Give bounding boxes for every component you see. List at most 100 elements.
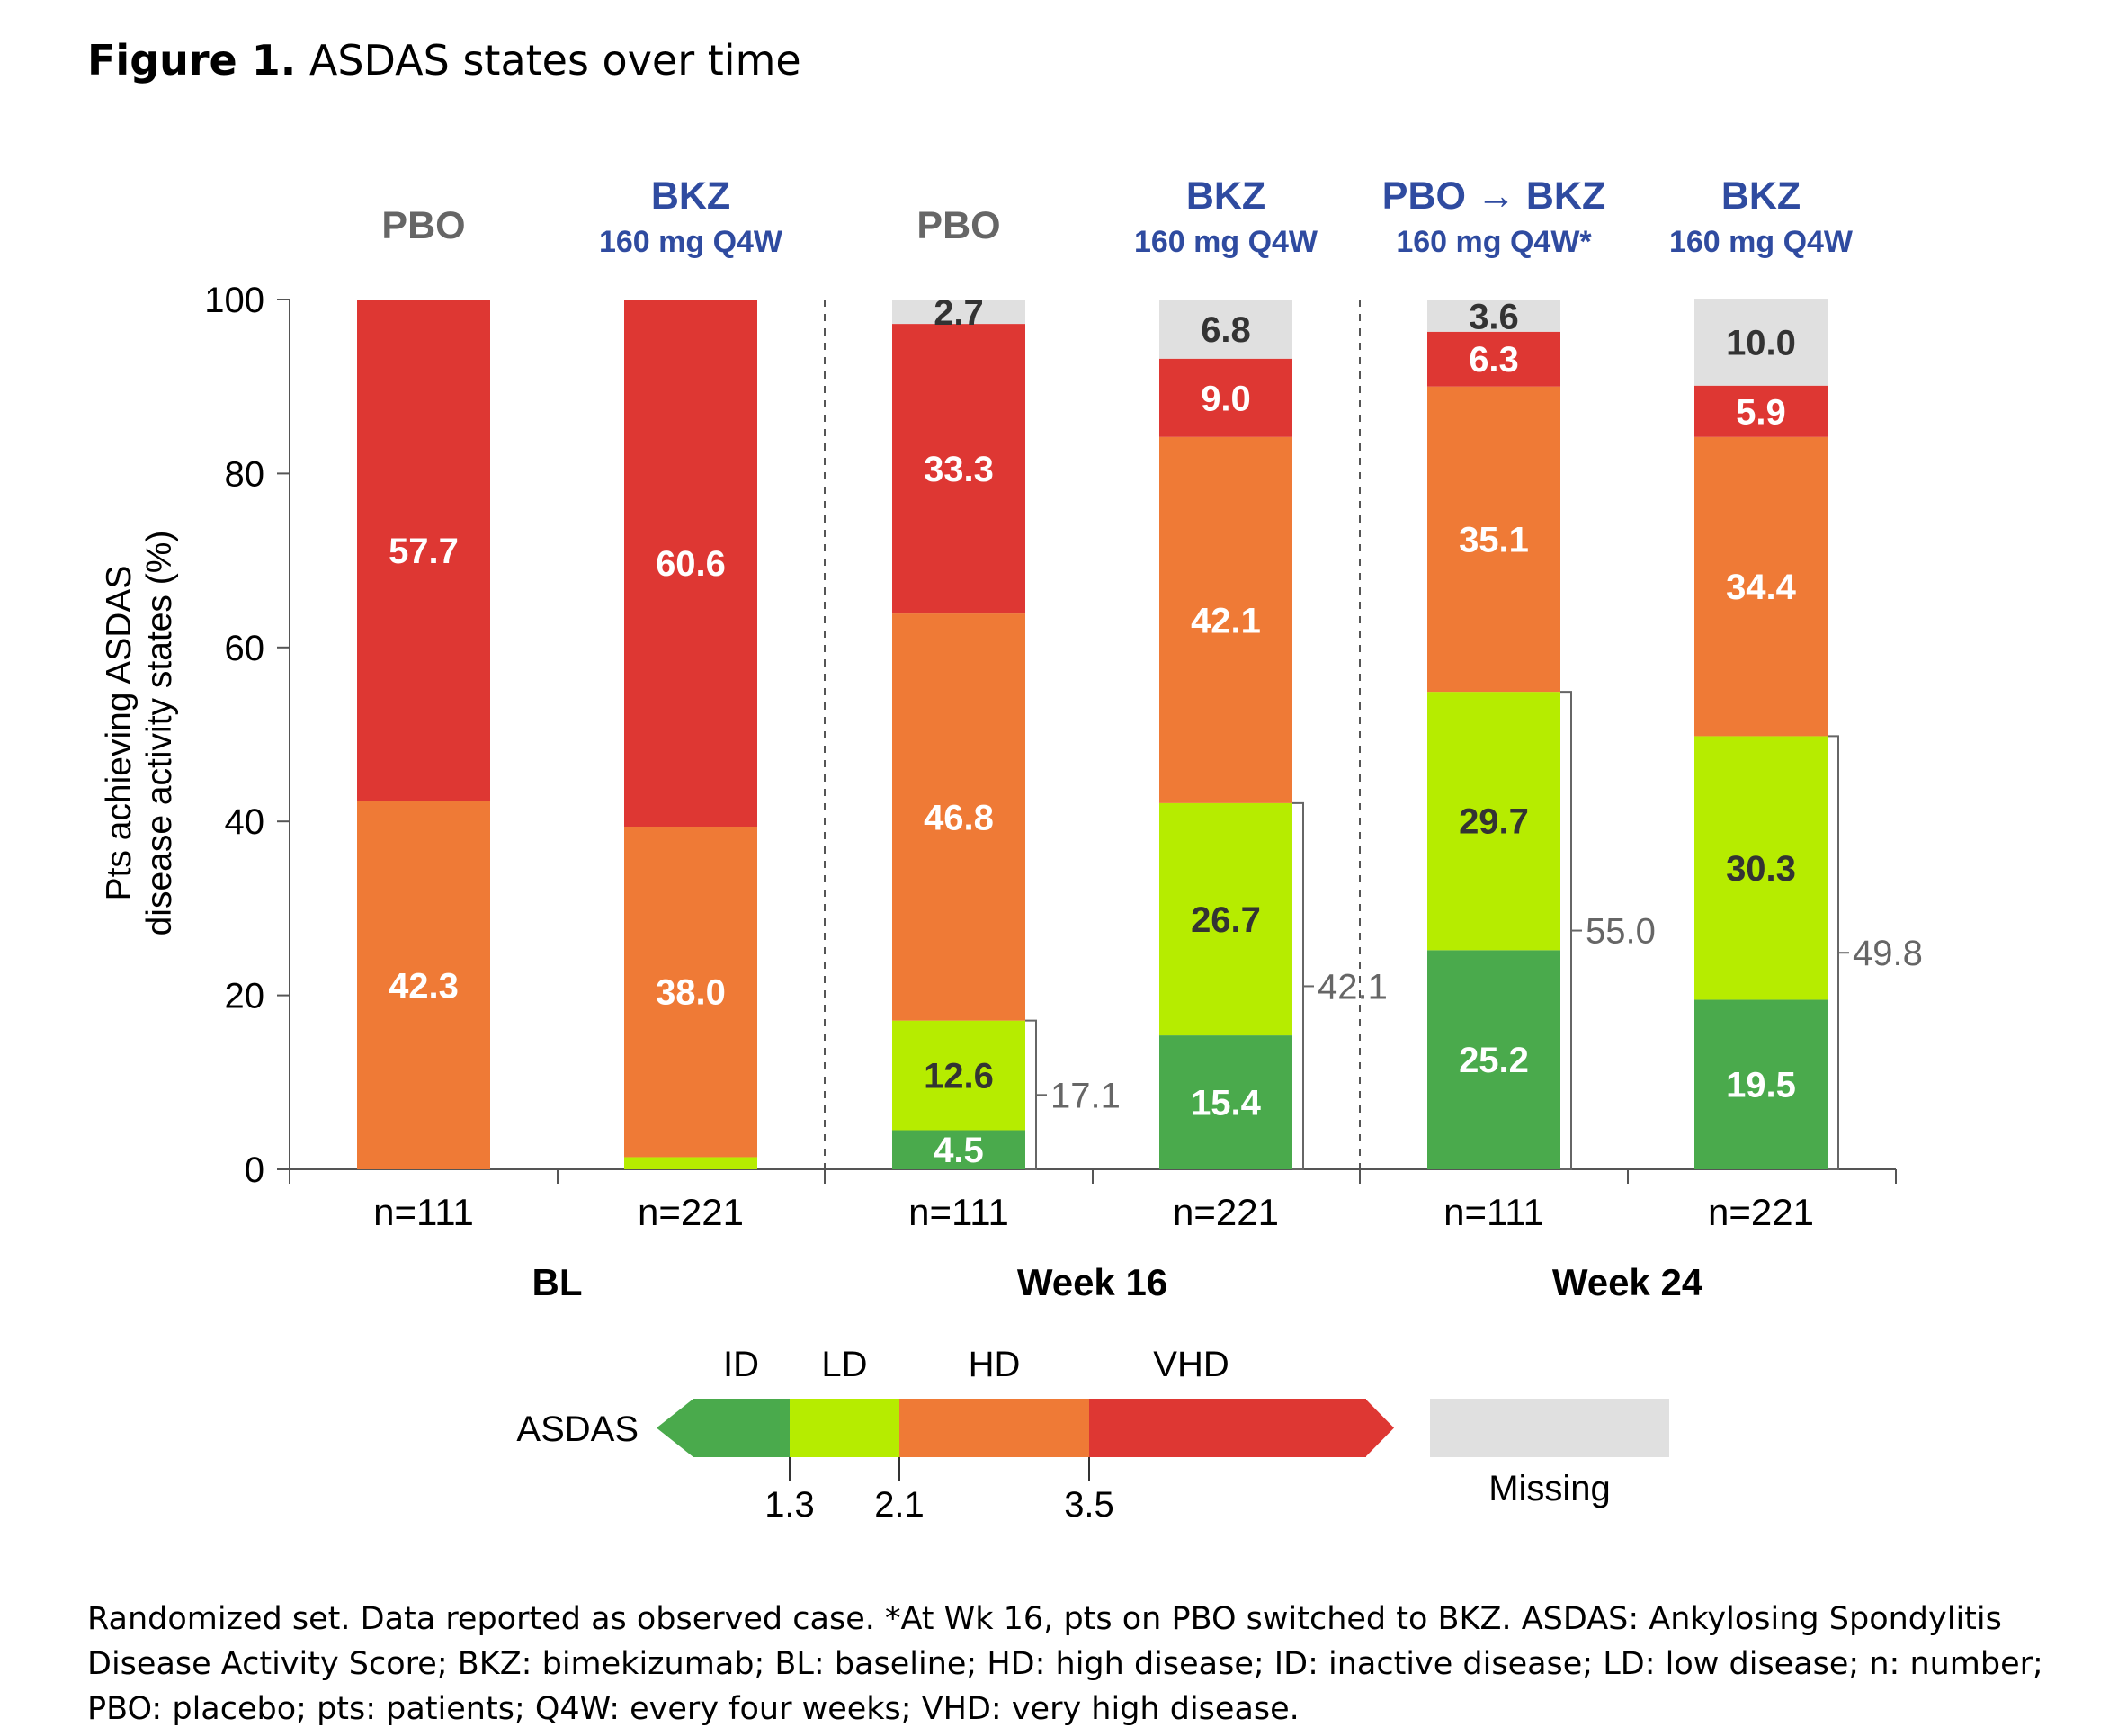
legend-swatch-missing	[1430, 1399, 1669, 1457]
bar-segment-ld	[1694, 736, 1828, 1000]
y-axis-title-line-1: Pts achieving ASDAS	[100, 566, 139, 901]
bar-segment-ld	[1159, 802, 1292, 1036]
data-label: 6.8	[1201, 310, 1251, 350]
data-label: 3.6	[1469, 297, 1519, 336]
chart: 0 20 40 60 80 100 Pts achieving ASDAS disease a…	[100, 174, 1923, 1525]
data-label: 33.3	[924, 450, 994, 489]
group-label: BL	[532, 1261, 583, 1303]
bar-segment-vhd	[357, 300, 490, 801]
data-label: 19.5	[1726, 1066, 1796, 1105]
bracket	[1828, 735, 1839, 1170]
bracket	[1292, 801, 1304, 1170]
bar-header-main: BKZ	[1186, 174, 1265, 218]
bar-segment-hd	[1159, 436, 1292, 803]
bar-segment-id	[892, 1130, 1025, 1169]
bar-segment-id	[1427, 950, 1560, 1169]
bar-header-sub: 160 mg Q4W	[1669, 225, 1854, 259]
bar-segment-hd	[624, 827, 757, 1158]
bar-header-sub: 160 mg Q4W*	[1396, 225, 1592, 259]
bar-segment-vhd	[1427, 331, 1560, 387]
data-label: 34.4	[1726, 568, 1797, 607]
legend-state-label: LD	[821, 1345, 867, 1384]
legend-state-label: ID	[723, 1345, 759, 1384]
bracket-total: 17.1	[1050, 1076, 1121, 1115]
bar-segment-id	[1694, 999, 1828, 1169]
bracket-total: 42.1	[1318, 967, 1388, 1007]
bar-segment-ld	[892, 1020, 1025, 1131]
data-label: 12.6	[924, 1057, 994, 1096]
category-label: n=111	[373, 1191, 474, 1233]
data-label: 5.9	[1736, 392, 1786, 432]
bar-segment-missing	[892, 300, 1025, 325]
bar-header-main: BKZ	[1721, 174, 1801, 218]
legend-missing-label: Missing	[1488, 1469, 1611, 1508]
data-label: 9.0	[1201, 379, 1251, 418]
bar-header-sub: 160 mg Q4W	[599, 225, 783, 259]
legend-arrow-right	[1365, 1399, 1394, 1457]
y-tick-label: 40	[225, 802, 265, 842]
bar-segment-missing	[1427, 300, 1560, 332]
y-tick-label: 100	[204, 281, 264, 320]
data-label: 26.7	[1191, 900, 1261, 940]
group-label: Week 24	[1552, 1261, 1703, 1303]
category-label: n=221	[1173, 1191, 1279, 1233]
legend-state-label: HD	[969, 1345, 1021, 1384]
bar-segment-hd	[1427, 386, 1560, 693]
legend-swatch-hd	[899, 1399, 1090, 1457]
y-tick-label: 80	[225, 454, 265, 494]
footnote: Randomized set. Data reported as observe…	[87, 1601, 2043, 1727]
data-label: 42.1	[1191, 601, 1261, 640]
data-label: 60.6	[656, 544, 726, 584]
category-label: n=111	[908, 1191, 1009, 1233]
data-label: 29.7	[1459, 802, 1529, 842]
bar-segment-vhd	[1694, 385, 1828, 437]
bar-header-sub: 160 mg Q4W	[1134, 225, 1318, 259]
data-label: 57.7	[389, 532, 459, 571]
bar-header-main: PBO	[916, 204, 1000, 247]
bar-segment-vhd	[624, 300, 757, 828]
data-label: 42.3	[389, 966, 459, 1006]
y-axis-title-line-2: disease activity states (%)	[140, 531, 179, 936]
legend-label: ASDAS	[516, 1409, 639, 1449]
bar-header-main: PBO	[381, 204, 465, 247]
data-label: 38.0	[656, 973, 726, 1013]
legend-cutoff-label: 1.3	[764, 1485, 815, 1525]
legend-swatch-ld	[790, 1399, 900, 1457]
data-label: 4.5	[934, 1131, 984, 1170]
bracket-total: 49.8	[1853, 934, 1923, 973]
bar-segment-vhd	[892, 324, 1025, 614]
data-label: 10.0	[1726, 323, 1796, 362]
category-label: n=221	[638, 1191, 744, 1233]
legend-state-label: VHD	[1153, 1345, 1229, 1384]
bar-segment-hd	[1694, 436, 1828, 737]
legend-swatch-vhd	[1089, 1399, 1366, 1457]
y-tick-label: 20	[225, 977, 265, 1016]
legend-swatch-id	[693, 1399, 791, 1457]
figure-title: Figure 1. ASDAS states over time	[87, 36, 801, 85]
bar-segment-missing	[1159, 300, 1292, 359]
category-label: n=111	[1443, 1191, 1544, 1233]
bar-segment-ld	[624, 1157, 757, 1169]
data-label: 15.4	[1191, 1084, 1262, 1123]
data-label: 2.7	[934, 293, 984, 333]
bar-segment-hd	[892, 613, 1025, 1021]
data-label: 46.8	[924, 798, 994, 837]
legend-cutoff-label: 3.5	[1064, 1485, 1114, 1525]
y-tick-label: 0	[245, 1150, 264, 1190]
bar-header-main: PBO → BKZ	[1382, 174, 1605, 218]
bar-segment-hd	[357, 801, 490, 1169]
bar-header-main: BKZ	[651, 174, 730, 218]
data-label: 6.3	[1469, 340, 1519, 380]
data-label: 30.3	[1726, 849, 1796, 889]
group-label: Week 16	[1017, 1261, 1167, 1303]
bar-segment-missing	[1694, 299, 1828, 386]
y-tick-label: 60	[225, 629, 265, 668]
data-label: 35.1	[1459, 520, 1529, 559]
bracket	[1025, 1019, 1037, 1170]
figure-title-text: ASDAS states over time	[296, 36, 801, 85]
data-label: 25.2	[1459, 1041, 1529, 1080]
bar-segment-vhd	[1159, 358, 1292, 437]
bracket-total: 55.0	[1586, 912, 1656, 952]
bracket	[1560, 691, 1572, 1170]
legend-cutoff-label: 2.1	[874, 1485, 925, 1525]
